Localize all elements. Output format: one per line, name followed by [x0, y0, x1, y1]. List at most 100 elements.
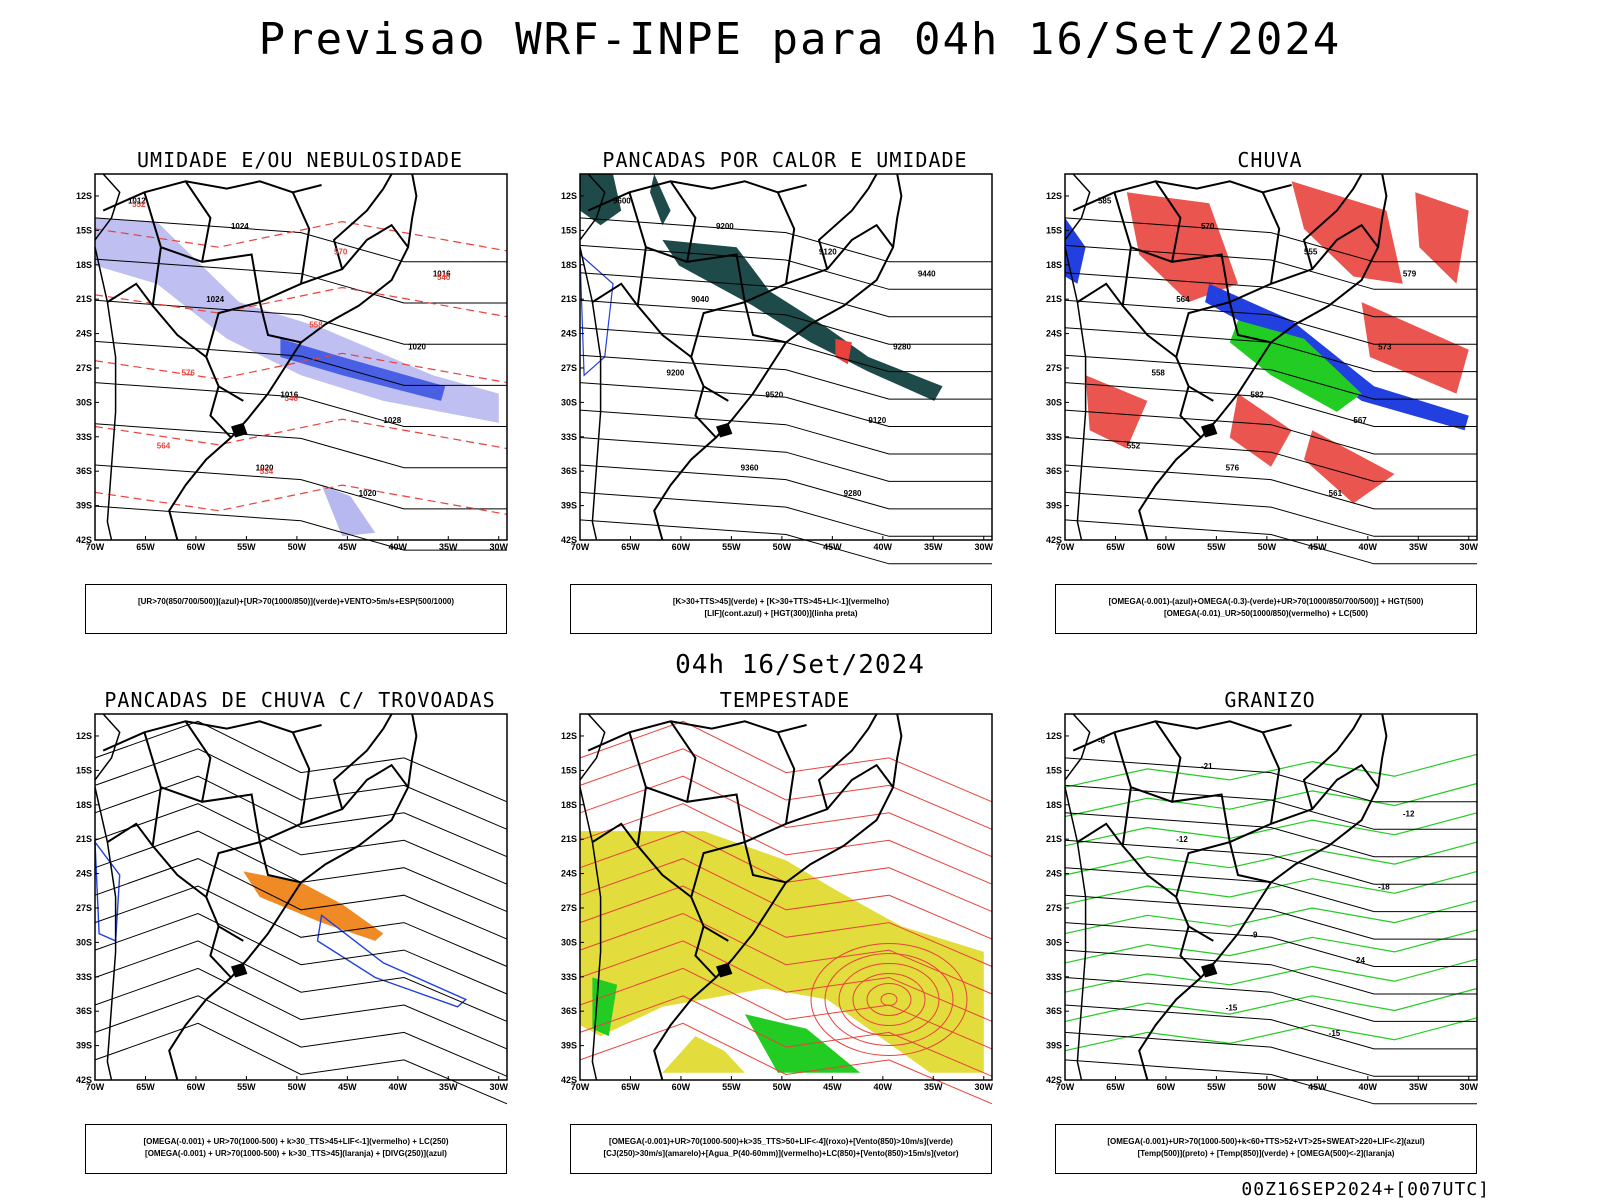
- longitude-label: 65W: [621, 542, 640, 552]
- contour-line: [1064, 354, 1477, 400]
- country-border: [258, 841, 302, 884]
- streamline-loop: [824, 952, 954, 1046]
- country-border: [259, 763, 409, 844]
- longitude-label: 55W: [722, 1082, 741, 1092]
- longitude-label: 35W: [1409, 1082, 1428, 1092]
- panel-pancadas-calor: PANCADAS POR CALOR E UMIDADE 9600 9520 944…: [550, 148, 1020, 648]
- wind-area: [744, 1014, 861, 1073]
- latitude-label: 36S: [561, 466, 577, 476]
- latitude-label: 33S: [1046, 972, 1062, 982]
- longitude-label: 35W: [1409, 542, 1428, 552]
- contour-line: [94, 858, 508, 940]
- longitude-label: 60W: [1157, 542, 1176, 552]
- contour-line: [94, 803, 508, 885]
- latitude-label: 12S: [561, 191, 577, 201]
- contour-label: 1020: [256, 463, 274, 472]
- contour-label: 570: [334, 248, 348, 257]
- temp850-contour: [1064, 812, 1478, 847]
- country-border: [332, 173, 393, 270]
- contour-label: 564: [1176, 295, 1190, 304]
- map-frame: [1064, 713, 1478, 1081]
- country-border: [1229, 763, 1379, 844]
- lagoon: [1201, 422, 1218, 438]
- lagoon: [716, 422, 733, 438]
- contour-label: -18: [1378, 883, 1390, 892]
- longitude-label: 55W: [722, 542, 741, 552]
- country-border: [291, 191, 311, 284]
- map-frame: [1064, 173, 1478, 541]
- map-layers: 9600 9520 9440 9360 9280 9200 9120 9040 9280 9200…: [579, 173, 992, 565]
- country-border: [1261, 191, 1281, 284]
- country-border: [143, 192, 261, 402]
- contour-label: -12: [1403, 809, 1415, 818]
- longitude-label: 70W: [571, 542, 590, 552]
- contour-line: [1064, 217, 1477, 263]
- contour-label: 1012: [128, 196, 146, 205]
- panel-legend: [OMEGA(-0.001)-(azul)+OMEGA(-0.3)-(verde…: [1055, 584, 1477, 634]
- country-border: [744, 763, 894, 844]
- lagoon: [716, 962, 733, 978]
- country-border: [291, 731, 311, 824]
- contour-line: [94, 748, 508, 830]
- country-border: [1121, 787, 1177, 898]
- panel-legend: [OMEGA(-0.001) + UR>70(1000-500) + k>30_…: [85, 1124, 507, 1174]
- contour-line: [94, 258, 507, 304]
- map-frame: [94, 173, 508, 541]
- contour-label: 558: [309, 321, 323, 330]
- contour-label: -24: [1353, 956, 1365, 965]
- longitude-label: 30W: [1460, 1082, 1479, 1092]
- longitude-label: 70W: [1056, 1082, 1075, 1092]
- legend-line: [UR>70(850/700/500)](azul)+[UR>70(1000/8…: [137, 597, 455, 606]
- temp850-contour: [1064, 987, 1478, 1022]
- contour-label: 9280: [844, 489, 862, 498]
- thickness-contour: [94, 418, 508, 450]
- country-border: [1154, 180, 1182, 262]
- country-border: [1229, 223, 1379, 304]
- contour-label: 576: [182, 368, 196, 377]
- thickness-contour: [94, 220, 508, 252]
- longitude-label: 50W: [288, 1082, 307, 1092]
- country-border: [106, 282, 154, 307]
- latitude-label: 15S: [1046, 225, 1062, 235]
- contour-line: [579, 409, 992, 455]
- longitude-label: 40W: [389, 1082, 408, 1092]
- country-border: [1076, 282, 1124, 307]
- latitude-label: 30S: [1046, 937, 1062, 947]
- contour-line: [579, 1022, 993, 1105]
- jet-area: [662, 1036, 745, 1073]
- contour-line: [579, 885, 993, 967]
- latitude-label: 18S: [1046, 800, 1062, 810]
- contour-label: 540: [437, 273, 451, 282]
- longitude-label: 45W: [1308, 1082, 1327, 1092]
- longitude-label: 40W: [389, 542, 408, 552]
- contour-label: 576: [1226, 463, 1240, 472]
- longitude-label: 35W: [439, 542, 458, 552]
- longitude-label: 40W: [1359, 1082, 1378, 1092]
- coastline: [168, 173, 418, 541]
- latitude-label: 18S: [561, 260, 577, 270]
- latitude-label: 15S: [561, 765, 577, 775]
- latitude-label: 15S: [76, 765, 92, 775]
- contour-line: [1064, 299, 1477, 345]
- contour-line: [1064, 894, 1477, 940]
- contour-line: [1064, 977, 1477, 1022]
- latitude-label: 33S: [76, 972, 92, 982]
- contour-label: 9200: [667, 368, 685, 377]
- country-border: [669, 720, 697, 802]
- contour-line: [579, 967, 993, 1050]
- latitude-label: 33S: [561, 432, 577, 442]
- contour-label: 582: [1250, 390, 1264, 399]
- rain-area: [1229, 393, 1292, 467]
- longitude-label: 50W: [773, 542, 792, 552]
- longitude-label: 30W: [975, 1082, 994, 1092]
- contour-line: [1064, 409, 1477, 455]
- map-layers: [94, 713, 508, 1105]
- latitude-label: 36S: [76, 1006, 92, 1016]
- longitude-label: 35W: [439, 1082, 458, 1092]
- contour-line: [579, 437, 992, 482]
- contour-label: 552: [1127, 442, 1141, 451]
- country-border: [817, 713, 878, 810]
- contour-line: [579, 464, 992, 510]
- country-border: [102, 720, 322, 752]
- legend-line: [OMEGA(-0.001)+UR>70(1000-500)+k>35_TTS>…: [609, 1137, 953, 1146]
